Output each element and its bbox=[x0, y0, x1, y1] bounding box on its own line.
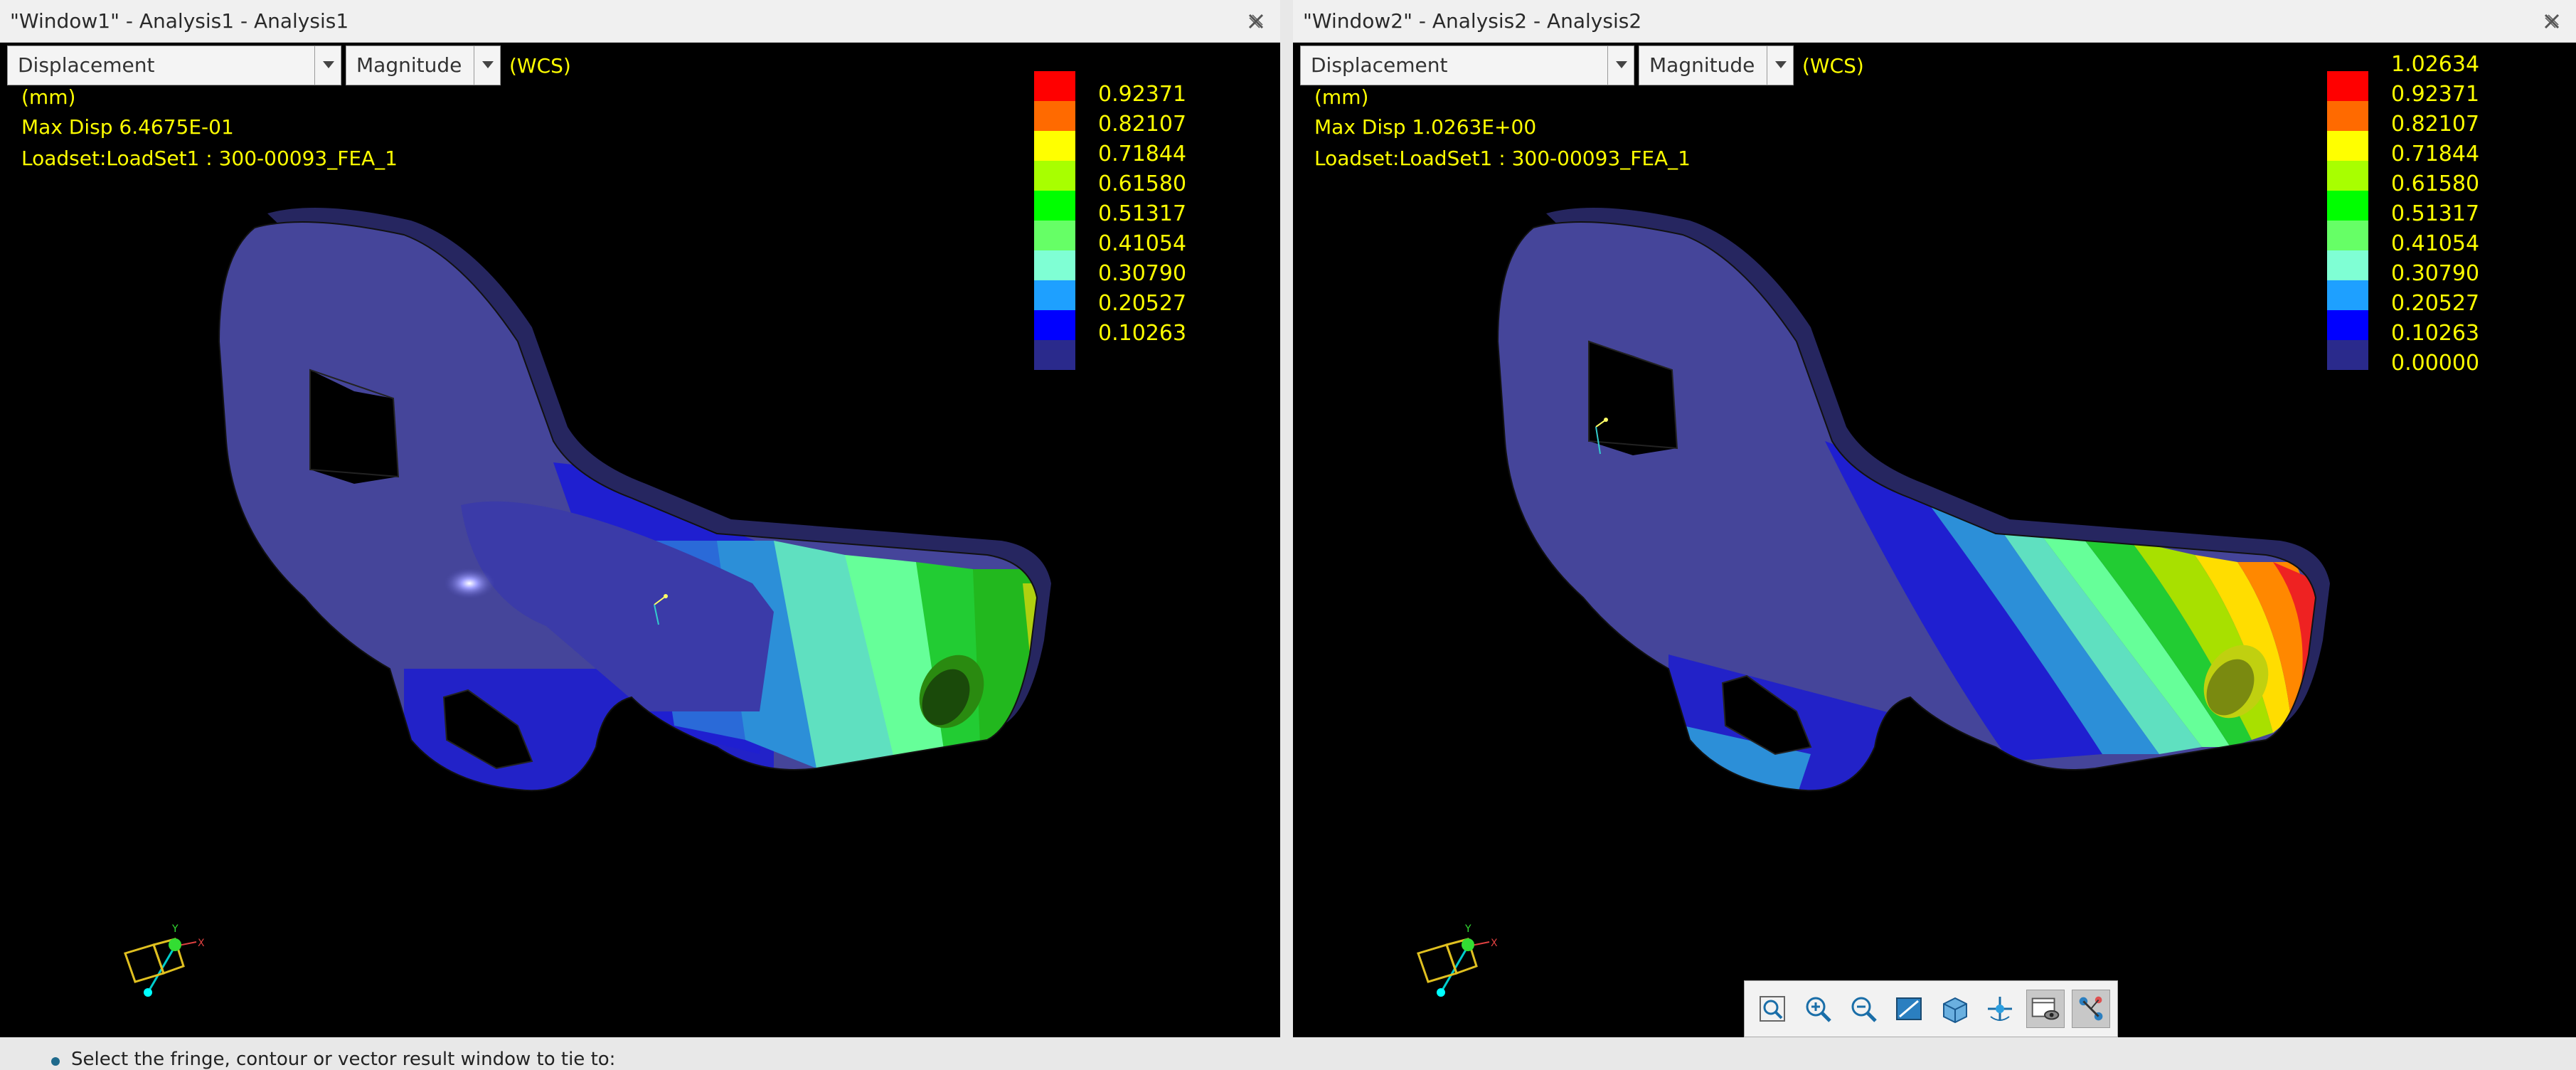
fea-part-model[interactable] bbox=[1299, 43, 2576, 1037]
legend-swatch bbox=[1034, 191, 1075, 221]
refit-icon[interactable] bbox=[1753, 990, 1792, 1028]
zoom-out-icon[interactable] bbox=[1844, 990, 1883, 1028]
close-icon[interactable] bbox=[1245, 10, 1267, 33]
legend-swatch bbox=[1034, 250, 1075, 280]
result-window-2[interactable]: "Window2" - Analysis2 - Analysis2 Displa… bbox=[1293, 0, 2576, 1037]
chevron-down-icon[interactable] bbox=[1767, 46, 1793, 85]
legend-swatch bbox=[1034, 340, 1075, 370]
chevron-down-icon[interactable] bbox=[314, 46, 341, 85]
message-bullet-icon bbox=[51, 1057, 60, 1066]
zoom-in-icon[interactable] bbox=[1799, 990, 1837, 1028]
loadset-label: Loadset:LoadSet1 : 300-00093_FEA_1 bbox=[1314, 147, 1691, 170]
legend-value: 0.20527 bbox=[1098, 291, 1187, 316]
legend-value: 0.82107 bbox=[1098, 112, 1187, 137]
legend-swatch bbox=[2327, 131, 2368, 161]
coord-marker bbox=[1595, 418, 1608, 455]
max-disp-label: Max Disp 1.0263E+00 bbox=[1314, 115, 1537, 139]
quantity-dropdown[interactable]: Displacement bbox=[1300, 46, 1634, 85]
legend-value: 0.30790 bbox=[2391, 261, 2480, 286]
legend-value: 0.61580 bbox=[2391, 171, 2480, 196]
model-viewport[interactable]: Displacement Magnitude (WCS) (mm) Max Di… bbox=[6, 43, 1280, 1037]
legend-value: 0.82107 bbox=[2391, 112, 2480, 137]
window-title-bar: "Window2" - Analysis2 - Analysis2 bbox=[1293, 0, 2576, 43]
legend-swatch bbox=[1034, 71, 1075, 101]
legend-value: 0.92371 bbox=[2391, 82, 2480, 107]
component-dropdown[interactable]: Magnitude bbox=[346, 46, 501, 85]
legend-value: 0.10263 bbox=[2391, 321, 2480, 346]
legend-value: 0.30790 bbox=[1098, 261, 1187, 286]
coord-marker bbox=[654, 594, 668, 625]
csys-label: (WCS) bbox=[509, 54, 571, 78]
view-manager-icon[interactable] bbox=[2026, 990, 2065, 1028]
legend-value: 0.41054 bbox=[2391, 231, 2480, 256]
legend-value: 0.61580 bbox=[1098, 171, 1187, 196]
quantity-dropdown[interactable]: Displacement bbox=[7, 46, 341, 85]
legend-swatch bbox=[2327, 221, 2368, 250]
repaint-icon[interactable] bbox=[1890, 990, 1928, 1028]
legend-value: 0.10263 bbox=[1098, 321, 1187, 346]
legend-swatch bbox=[1034, 280, 1075, 310]
legend-value: 0.51317 bbox=[2391, 201, 2480, 226]
legend-value: 0.71844 bbox=[1098, 142, 1187, 166]
legend-value: 0.00000 bbox=[2391, 351, 2480, 376]
status-message: Select the fringe, contour or vector res… bbox=[71, 1049, 616, 1070]
tie-windows-icon[interactable] bbox=[2072, 990, 2110, 1028]
quantity-value: Displacement bbox=[18, 53, 155, 77]
view-toolbar bbox=[1744, 980, 2118, 1037]
csys-label: (WCS) bbox=[1802, 54, 1864, 78]
saved-views-icon[interactable] bbox=[1935, 990, 1974, 1028]
triad-y-label: Y bbox=[1464, 923, 1471, 935]
legend-swatch bbox=[1034, 101, 1075, 131]
units-label: (mm) bbox=[21, 85, 76, 109]
legend-value: 1.02634 bbox=[2391, 52, 2480, 77]
chevron-down-icon[interactable] bbox=[1607, 46, 1634, 85]
legend-swatch bbox=[1034, 310, 1075, 340]
result-window-1[interactable]: "Window1" - Analysis1 - Analysis1 Displa… bbox=[0, 0, 1280, 1037]
legend-swatch bbox=[1034, 221, 1075, 250]
triad-x-label: X bbox=[198, 938, 205, 949]
loadset-label: Loadset:LoadSet1 : 300-00093_FEA_1 bbox=[21, 147, 398, 170]
triad-y-label: Y bbox=[171, 923, 179, 935]
legend-swatch bbox=[2327, 161, 2368, 191]
units-label: (mm) bbox=[1314, 85, 1369, 109]
triad-icon: Y X bbox=[124, 923, 205, 997]
legend-value: 0.92371 bbox=[1098, 82, 1187, 107]
max-disp-label: Max Disp 6.4675E-01 bbox=[21, 115, 234, 139]
component-value: Magnitude bbox=[1649, 53, 1755, 77]
legend-swatch bbox=[2327, 280, 2368, 310]
close-icon[interactable] bbox=[2540, 10, 2563, 33]
component-value: Magnitude bbox=[356, 53, 462, 77]
model-viewport[interactable]: Displacement Magnitude (WCS) (mm) Max Di… bbox=[1299, 43, 2576, 1037]
window-title-bar: "Window1" - Analysis1 - Analysis1 bbox=[0, 0, 1280, 43]
legend-swatch bbox=[2327, 71, 2368, 101]
window-title: "Window2" - Analysis2 - Analysis2 bbox=[1303, 9, 1642, 33]
fea-part-model[interactable] bbox=[6, 43, 1280, 1037]
legend-value: 0.71844 bbox=[2391, 142, 2480, 166]
legend-swatch bbox=[2327, 340, 2368, 370]
component-dropdown[interactable]: Magnitude bbox=[1639, 46, 1794, 85]
triad-x-label: X bbox=[1491, 938, 1498, 949]
spin-center-icon[interactable] bbox=[1981, 990, 2019, 1028]
chevron-down-icon[interactable] bbox=[474, 46, 500, 85]
legend-value: 0.20527 bbox=[2391, 291, 2480, 316]
legend-swatch bbox=[2327, 101, 2368, 131]
legend-swatch bbox=[2327, 191, 2368, 221]
legend-swatch bbox=[2327, 310, 2368, 340]
window-title: "Window1" - Analysis1 - Analysis1 bbox=[10, 9, 349, 33]
legend-swatch bbox=[1034, 161, 1075, 191]
legend-swatch bbox=[1034, 131, 1075, 161]
legend-value: 0.51317 bbox=[1098, 201, 1187, 226]
quantity-value: Displacement bbox=[1311, 53, 1448, 77]
triad-icon: Y X bbox=[1417, 923, 1498, 997]
legend-swatch bbox=[2327, 250, 2368, 280]
legend-value: 0.41054 bbox=[1098, 231, 1187, 256]
